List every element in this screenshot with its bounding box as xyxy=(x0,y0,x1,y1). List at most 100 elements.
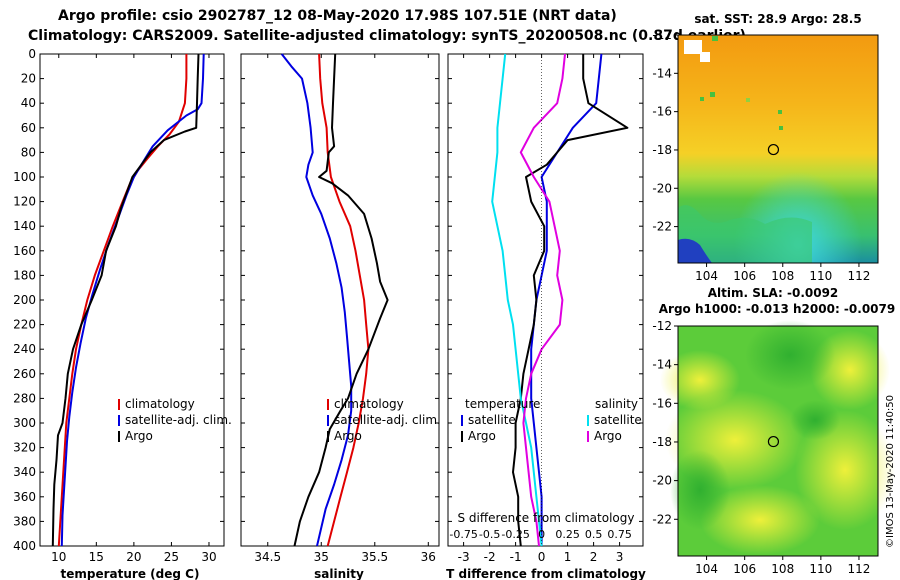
sst-map-title: sat. SST: 28.9 Argo: 28.5 xyxy=(694,12,861,26)
legend-label-argo: Argo xyxy=(468,429,496,443)
y-tick-label: 220 xyxy=(13,318,36,332)
y-tick-label: 300 xyxy=(13,416,36,430)
x-tick-label: -3 xyxy=(458,550,470,564)
y-tick-label: -16 xyxy=(652,105,672,119)
sst-green-pixel xyxy=(710,92,715,97)
series-line-climatology xyxy=(318,53,370,547)
sla-map-title-1: Altim. SLA: -0.0092 xyxy=(708,286,839,300)
x-tick-label: 112 xyxy=(847,269,870,283)
x-tick-label: 0 xyxy=(538,550,546,564)
legend-label-satellite: satellite xyxy=(594,413,642,427)
series-line-argo xyxy=(293,53,389,547)
sst-green-band xyxy=(678,205,812,263)
difference-panel: -3 -2 -1 0 1 2 3 S difference from climatology -… xyxy=(447,53,644,564)
x-tick-label: 110 xyxy=(809,562,832,576)
map-frame xyxy=(677,325,879,557)
argo-position-marker xyxy=(767,143,780,156)
legend-label-argo: Argo xyxy=(334,429,362,443)
salinity-axes-frame xyxy=(240,53,440,547)
y-tick-label: 260 xyxy=(13,367,36,381)
y-tick-label: 140 xyxy=(13,219,36,233)
x-tick-label: 3 xyxy=(616,550,624,564)
x-tick-label: 25 xyxy=(164,550,179,564)
x-tick-label: 10 xyxy=(51,550,66,564)
y-tick-label: 60 xyxy=(21,121,36,135)
legend-label-satellite-adj-clim: satellite-adj. clim. xyxy=(125,413,232,427)
secondary-tick-label: 0.5 xyxy=(585,528,603,541)
sla-low-patch xyxy=(745,320,835,390)
title-line-2: Climatology: CARS2009. Satellite-adjuste… xyxy=(28,28,746,44)
y-tick-label: 180 xyxy=(13,268,36,282)
y-tick-label: 0 xyxy=(28,47,36,61)
y-tick-label: 320 xyxy=(13,441,36,455)
y-tick-label: 40 xyxy=(21,96,36,110)
legend-label-satellite: satellite xyxy=(468,413,516,427)
y-tick-label: 340 xyxy=(13,465,36,479)
secondary-tick-label: -0.25 xyxy=(501,528,529,541)
y-tick-label: -14 xyxy=(652,66,672,80)
temperature-panel: 0 20 40 60 80 100 120 140 160 180 200 220 240 260 280 3… xyxy=(13,47,232,564)
y-tick-label: -12 xyxy=(652,28,672,42)
y-tick-label: -20 xyxy=(652,474,672,488)
secondary-tick-label: 0 xyxy=(538,528,545,541)
map-frame xyxy=(677,34,879,264)
x-tick-label: -1 xyxy=(510,550,522,564)
series-line-temperature-argo xyxy=(512,54,629,547)
sla-low-patch xyxy=(670,450,730,530)
y-tick-label: -18 xyxy=(652,143,672,157)
y-tick-label: 80 xyxy=(21,145,36,159)
legend-label-satellite-adj-clim: satellite-adj. clim. xyxy=(334,413,441,427)
secondary-tick-label: -0.75 xyxy=(449,528,477,541)
series-line-argo xyxy=(51,53,200,547)
x-tick-label: 30 xyxy=(201,550,216,564)
y-tick-label: -18 xyxy=(652,435,672,449)
sst-green-pixel xyxy=(746,98,750,102)
x-tick-label: -2 xyxy=(484,550,496,564)
x-tick-label: 36 xyxy=(421,550,436,564)
x-tick-label: 34.5 xyxy=(254,550,281,564)
series-line-satellite-adj-clim xyxy=(60,53,205,547)
x-tick-label: 20 xyxy=(126,550,141,564)
sst-blue-corner xyxy=(678,238,712,263)
x-tick-label: 35 xyxy=(314,550,329,564)
y-tick-label: -14 xyxy=(652,358,672,372)
y-tick-label: -12 xyxy=(652,319,672,333)
legend-label-argo: Argo xyxy=(594,429,622,443)
y-tick-label: 20 xyxy=(21,72,36,86)
sla-high-patch xyxy=(795,410,895,530)
title-line-1: Argo profile: csio 2902787_12 08-May-202… xyxy=(58,8,617,24)
series-line-salinity-argo xyxy=(519,53,566,547)
difference-axes-frame xyxy=(447,53,644,547)
y-tick-label: 380 xyxy=(13,514,36,528)
legend-label-climatology: climatology xyxy=(334,397,404,411)
x-tick-label: 112 xyxy=(847,562,870,576)
secondary-tick-label: -0.5 xyxy=(479,528,500,541)
y-tick-label: 280 xyxy=(13,391,36,405)
x-tick-label: 35.5 xyxy=(361,550,388,564)
difference-xlabel: T difference from climatology xyxy=(446,567,646,580)
sst-green-pixel xyxy=(778,110,782,114)
sst-land-patch xyxy=(684,40,702,54)
argo-position-marker xyxy=(767,435,780,448)
sla-map: -12 -14 -16 -18 -20 -22 104 106 108 110 112 xyxy=(652,319,895,576)
y-tick-label: 160 xyxy=(13,244,36,258)
series-line-salinity-satellite xyxy=(491,53,543,547)
sla-map-title-2: Argo h1000: -0.013 h2000: -0.0079 xyxy=(659,302,895,316)
sst-map: -12 -14 -16 -18 -20 -22 104 106 108 110 112 xyxy=(652,28,879,283)
x-tick-label: 104 xyxy=(695,562,718,576)
legend-title-salinity: salinity xyxy=(595,397,638,411)
y-tick-label: -22 xyxy=(652,512,672,526)
x-tick-label: 110 xyxy=(809,269,832,283)
y-tick-label: 360 xyxy=(13,490,36,504)
x-tick-label: 106 xyxy=(733,562,756,576)
x-tick-label: 1 xyxy=(564,550,572,564)
x-tick-label: 15 xyxy=(89,550,104,564)
legend-label-climatology: climatology xyxy=(125,397,195,411)
x-tick-label: 2 xyxy=(590,550,598,564)
y-tick-label: 100 xyxy=(13,170,36,184)
imos-stamp: ©IMOS 13-May-2020 11:40:50 xyxy=(885,395,896,548)
temperature-xlabel: temperature (deg C) xyxy=(61,567,200,580)
series-line-satellite-adj-clim xyxy=(280,53,353,547)
sst-green-pixel xyxy=(700,97,704,101)
